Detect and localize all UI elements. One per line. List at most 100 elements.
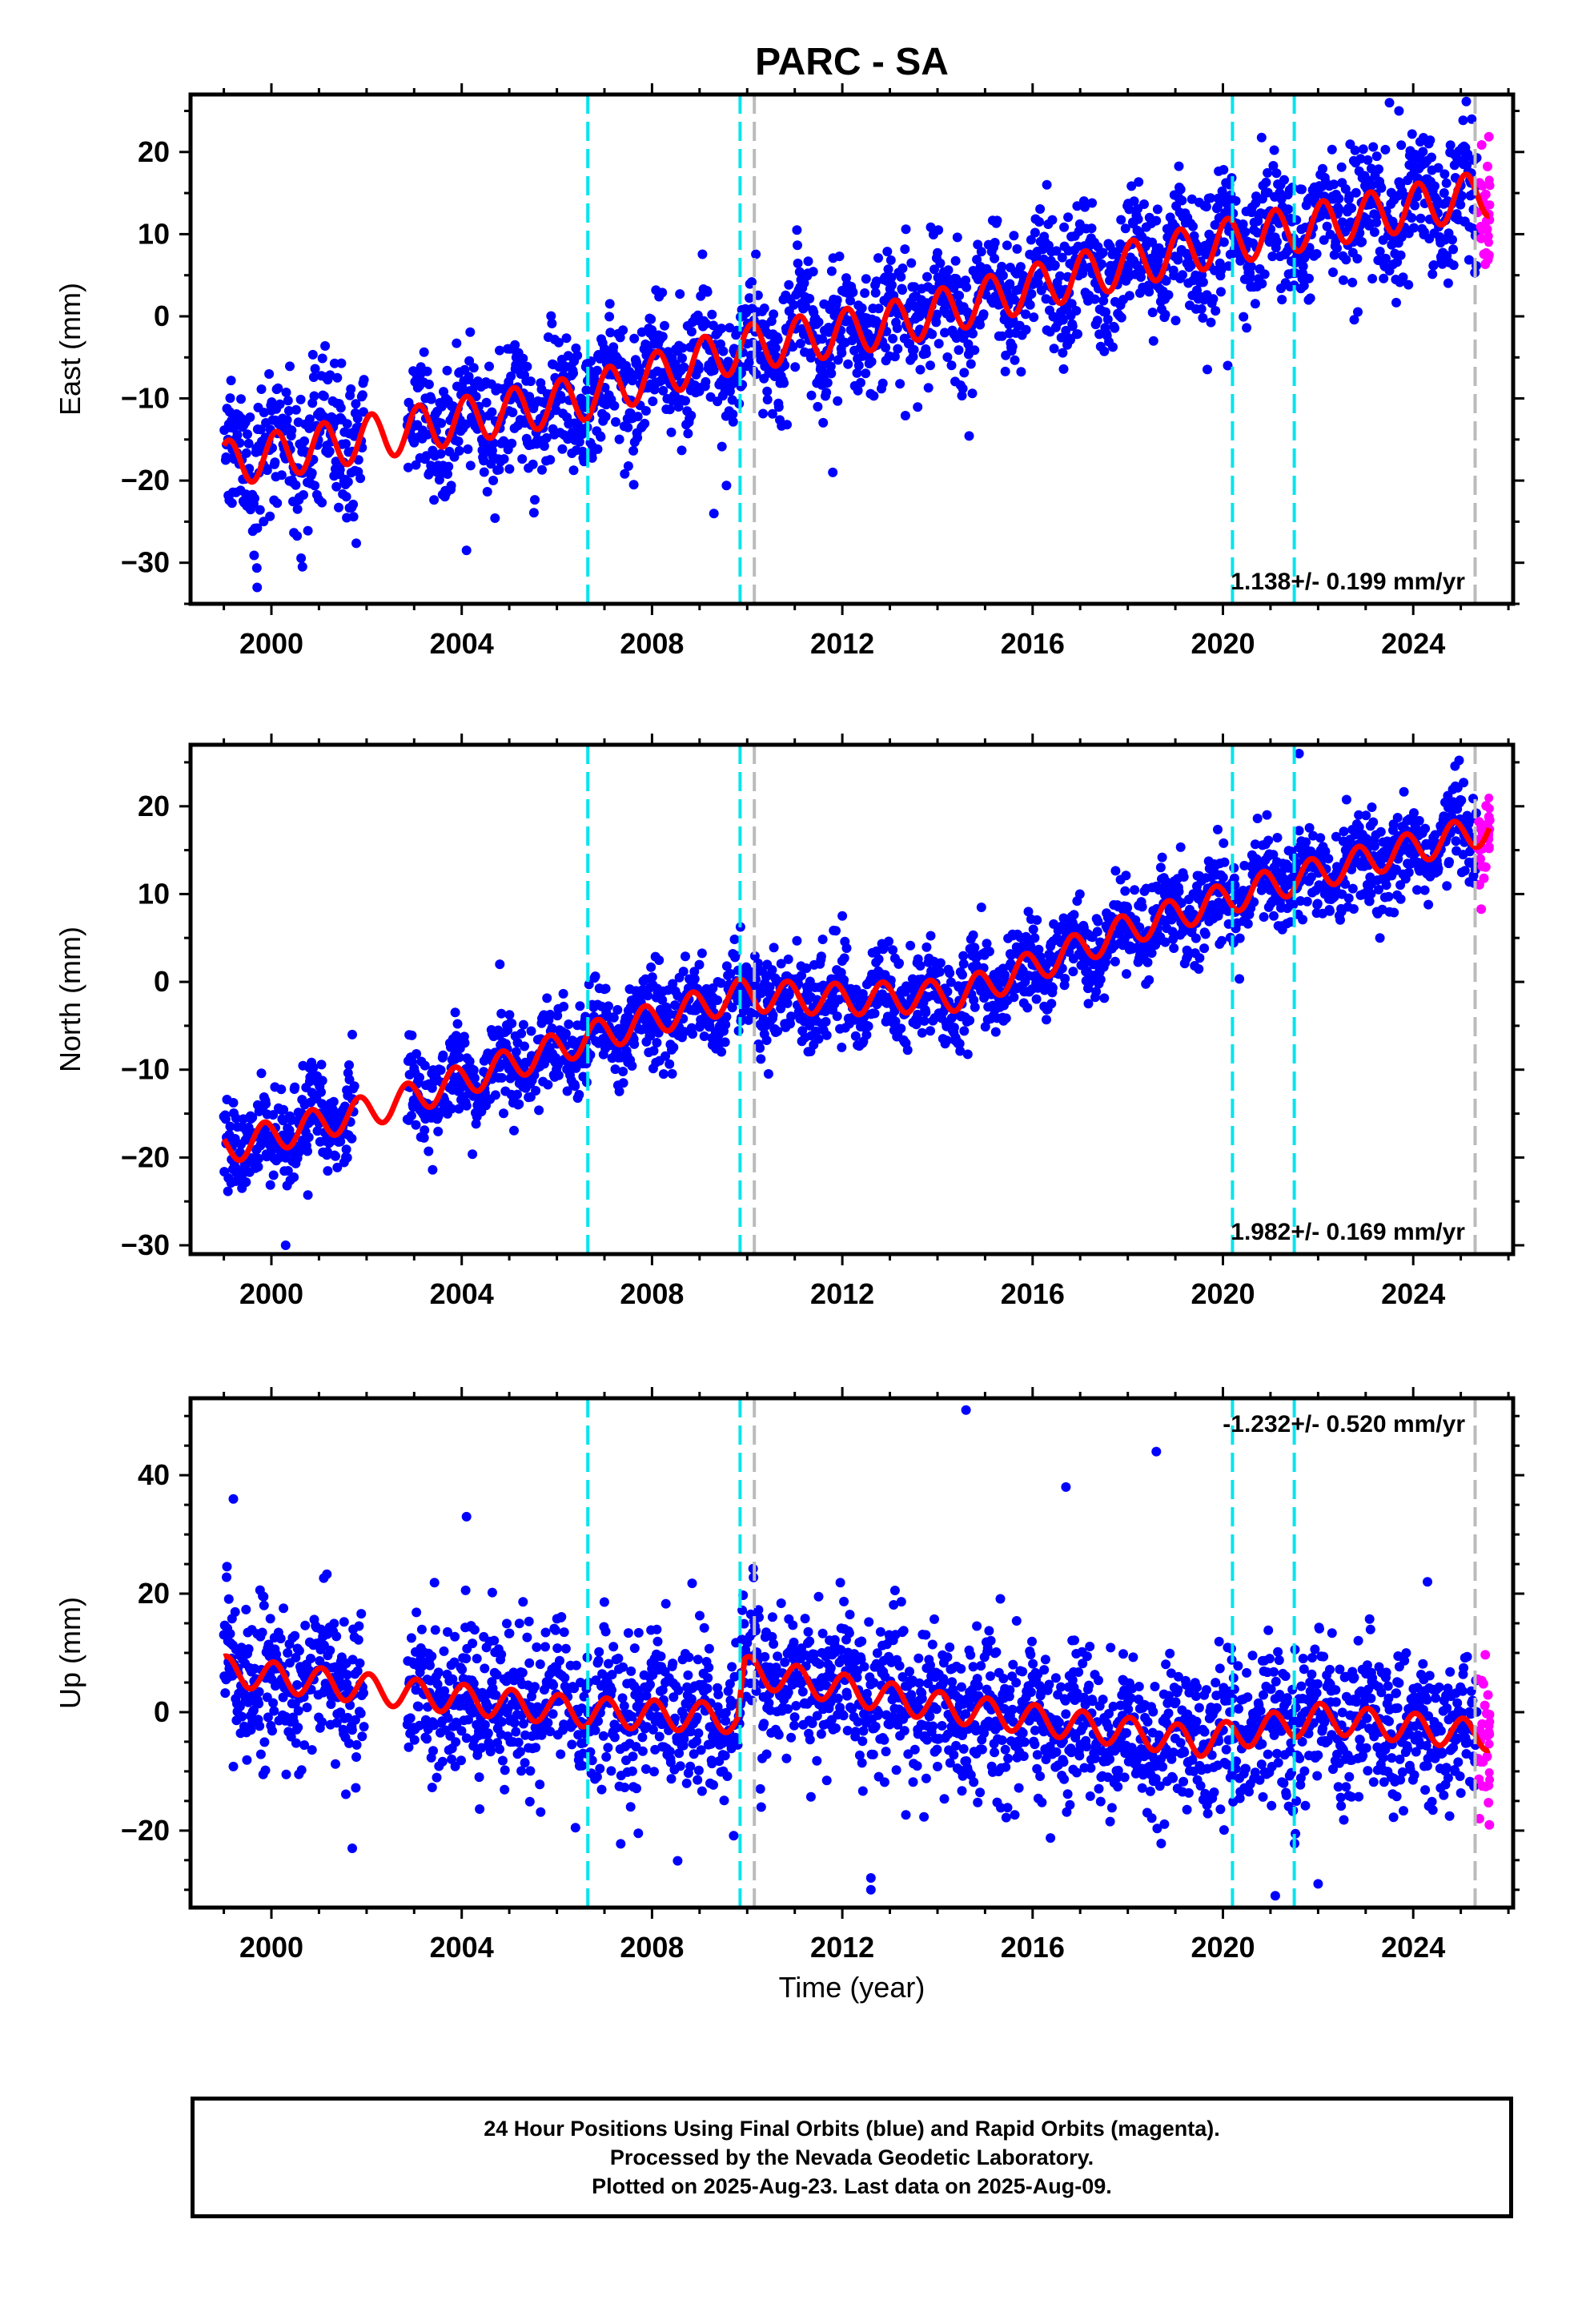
final-orbit-point bbox=[618, 1078, 628, 1088]
final-orbit-point bbox=[1066, 299, 1077, 309]
final-orbit-point bbox=[1186, 260, 1196, 271]
final-orbit-point bbox=[604, 299, 615, 309]
final-orbit-point bbox=[1216, 287, 1226, 297]
final-orbit-point bbox=[420, 1125, 430, 1136]
final-orbit-point bbox=[223, 1186, 233, 1196]
final-orbit-point bbox=[273, 383, 283, 393]
final-orbit-point bbox=[1058, 364, 1069, 374]
final-orbit-point bbox=[833, 396, 843, 406]
final-orbit-point bbox=[1399, 786, 1409, 797]
final-orbit-point bbox=[254, 1153, 264, 1164]
final-orbit-point bbox=[940, 328, 950, 338]
final-orbit-point bbox=[516, 1028, 527, 1039]
final-orbit-point bbox=[272, 498, 283, 509]
final-orbit-point bbox=[297, 561, 307, 572]
final-orbit-point bbox=[1078, 268, 1088, 279]
final-orbit-point bbox=[852, 368, 862, 378]
final-orbit-point bbox=[559, 1001, 569, 1011]
final-orbit-point bbox=[289, 1172, 299, 1182]
final-orbit-point bbox=[557, 444, 568, 454]
x-tick-label: 2004 bbox=[430, 1277, 494, 1310]
final-orbit-point bbox=[1174, 161, 1184, 171]
final-orbit-point bbox=[873, 954, 884, 964]
final-orbit-point bbox=[1057, 963, 1067, 974]
final-orbit-point bbox=[255, 424, 266, 435]
final-orbit-point bbox=[510, 340, 520, 350]
final-orbit-point bbox=[955, 1046, 966, 1056]
y-tick-label: −10 bbox=[121, 1053, 170, 1086]
final-orbit-point bbox=[961, 328, 971, 339]
final-orbit-point bbox=[275, 399, 285, 409]
outlier-point bbox=[495, 959, 505, 970]
rapid-orbit-point bbox=[1485, 815, 1495, 825]
final-orbit-point bbox=[755, 1043, 765, 1053]
final-orbit-point bbox=[806, 390, 817, 400]
final-orbit-point bbox=[341, 492, 351, 502]
final-orbit-point bbox=[1447, 235, 1457, 245]
final-orbit-point bbox=[359, 407, 368, 417]
final-orbit-point bbox=[848, 287, 858, 297]
final-orbit-point bbox=[678, 967, 689, 977]
final-orbit-point bbox=[821, 1016, 831, 1027]
final-orbit-point bbox=[252, 523, 263, 533]
x-tick-label: 2024 bbox=[1381, 627, 1445, 660]
final-orbit-point bbox=[831, 926, 841, 936]
east-frame bbox=[188, 92, 1516, 606]
final-orbit-point bbox=[926, 1026, 935, 1036]
final-orbit-point bbox=[1301, 837, 1311, 847]
final-orbit-point bbox=[917, 1027, 927, 1038]
final-orbit-point bbox=[1067, 321, 1078, 332]
up-plot-area bbox=[219, 1398, 1495, 1908]
final-orbit-point bbox=[1009, 992, 1019, 1003]
final-orbit-point bbox=[799, 278, 809, 288]
final-orbit-point bbox=[1015, 262, 1026, 272]
final-orbit-point bbox=[776, 1003, 786, 1014]
final-orbit-point bbox=[1458, 115, 1468, 126]
final-orbit-point bbox=[632, 412, 643, 422]
final-orbit-point bbox=[1415, 213, 1426, 223]
final-orbit-point bbox=[701, 376, 711, 387]
final-orbit-point bbox=[721, 1019, 731, 1030]
rapid-orbit-point bbox=[1476, 140, 1487, 150]
rapid-orbit-point bbox=[1484, 131, 1494, 142]
final-orbit-point bbox=[520, 1041, 529, 1051]
final-orbit-point bbox=[968, 328, 978, 339]
final-orbit-point bbox=[885, 255, 896, 265]
final-orbit-point bbox=[1178, 270, 1187, 280]
final-orbit-point bbox=[1199, 943, 1210, 954]
outlier-point bbox=[347, 1029, 357, 1039]
final-orbit-point bbox=[1124, 291, 1134, 301]
final-orbit-point bbox=[896, 271, 906, 282]
final-orbit-point bbox=[279, 1104, 289, 1115]
final-orbit-point bbox=[1461, 96, 1472, 107]
final-orbit-point bbox=[694, 959, 705, 970]
final-orbit-point bbox=[1269, 145, 1279, 155]
final-orbit-point bbox=[1428, 260, 1439, 270]
final-orbit-point bbox=[794, 267, 805, 277]
final-orbit-point bbox=[331, 456, 341, 467]
final-orbit-point bbox=[352, 413, 363, 424]
final-orbit-point bbox=[1116, 312, 1126, 323]
final-orbit-point bbox=[1098, 247, 1108, 258]
final-orbit-point bbox=[1016, 367, 1026, 377]
final-orbit-point bbox=[335, 464, 345, 475]
final-orbit-point bbox=[990, 253, 1000, 263]
final-orbit-point bbox=[618, 1067, 628, 1076]
final-orbit-point bbox=[1071, 306, 1082, 316]
rapid-orbit-point bbox=[1485, 181, 1495, 191]
final-orbit-point bbox=[856, 377, 865, 388]
final-orbit-point bbox=[1409, 223, 1419, 233]
final-orbit-point bbox=[1420, 823, 1431, 834]
final-orbit-point bbox=[1409, 808, 1419, 818]
final-orbit-point bbox=[499, 1108, 508, 1119]
final-orbit-point bbox=[958, 959, 969, 969]
final-orbit-point bbox=[931, 317, 942, 328]
final-orbit-point bbox=[1444, 857, 1454, 867]
final-orbit-point bbox=[845, 296, 855, 306]
final-orbit-point bbox=[1009, 231, 1019, 241]
final-orbit-point bbox=[265, 511, 275, 521]
final-orbit-point bbox=[528, 459, 538, 469]
rapid-orbit-point bbox=[1480, 189, 1491, 199]
final-orbit-point bbox=[1072, 201, 1082, 211]
final-orbit-point bbox=[666, 427, 677, 437]
